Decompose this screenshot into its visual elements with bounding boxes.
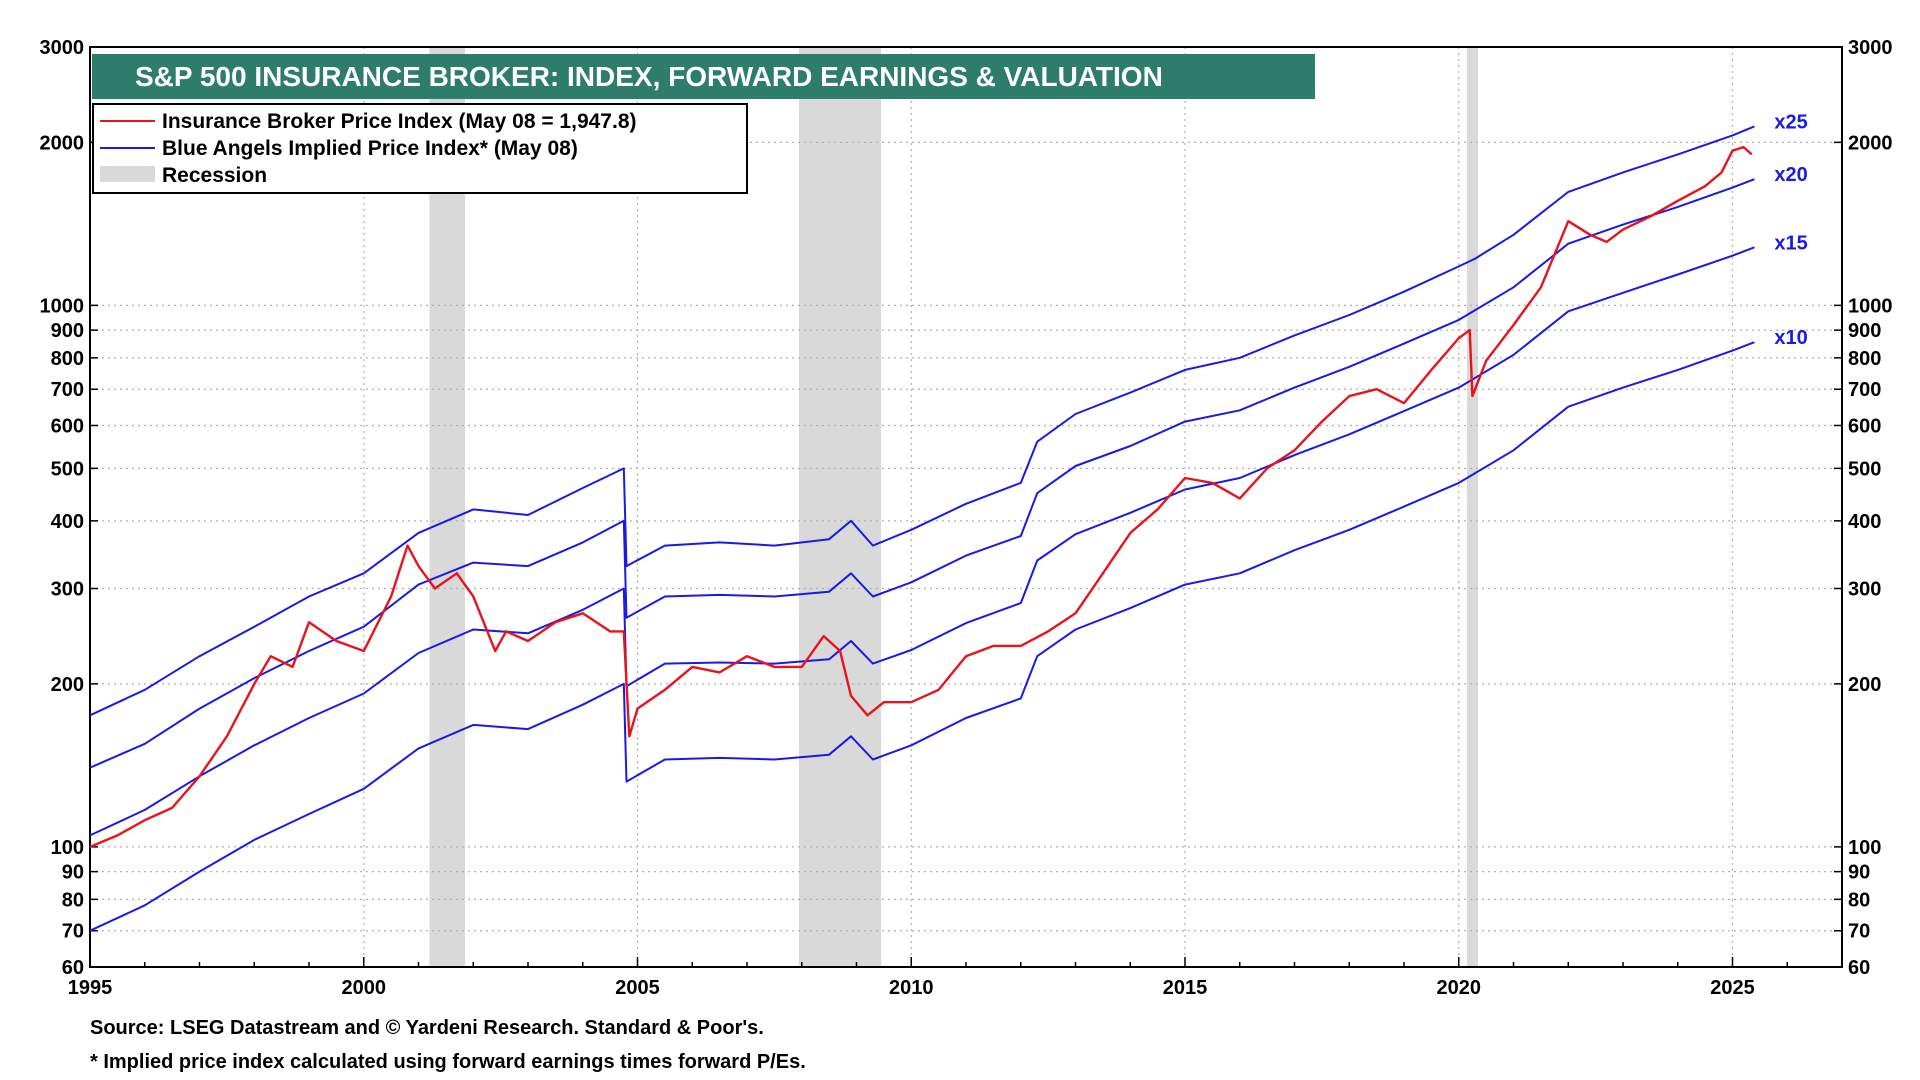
recession-bands — [429, 47, 1478, 967]
recession-band-2 — [1466, 47, 1478, 967]
y-tick-label-right: 90 — [1848, 862, 1870, 884]
y-tick-label-right: 70 — [1848, 921, 1870, 943]
x-tick-label: 2010 — [889, 977, 934, 999]
x-tick-label: 2005 — [615, 977, 660, 999]
y-tick-label-left: 2000 — [40, 132, 85, 154]
y-tick-label-left: 60 — [62, 957, 84, 979]
y-tick-label-right: 300 — [1848, 579, 1881, 601]
legend-label-price: Insurance Broker Price Index (May 08 = 1… — [162, 110, 637, 133]
y-tick-label-left: 70 — [62, 921, 84, 943]
y-axis-right: 60 70 80 90 100 200 300 400 500 600 700 800 900 1000 2… — [1834, 37, 1893, 979]
y-axis-left: 60 70 80 90 100 200 300 400 500 600 700 800 900 1000 2… — [40, 37, 98, 979]
legend-swatch-recession — [100, 166, 155, 182]
x-tick-label: 2025 — [1710, 977, 1755, 999]
legend-box — [92, 103, 748, 194]
chart-title: S&P 500 INSURANCE BROKER: INDEX, FORWARD… — [135, 61, 1163, 92]
y-tick-label-right: 2000 — [1848, 132, 1893, 154]
y-tick-label-left: 700 — [51, 379, 84, 401]
y-tick-label-left: 100 — [51, 837, 84, 859]
y-tick-label-right: 600 — [1848, 415, 1881, 437]
implied-footnote: * Implied price index calculated using f… — [90, 1051, 806, 1073]
y-tick-label-left: 400 — [51, 511, 84, 533]
x-axis: 1995 2000 2005 2010 2015 2020 2025 — [68, 957, 1843, 999]
y-tick-label-left: 900 — [51, 320, 84, 342]
recession-band-1 — [799, 47, 882, 967]
series-line-x20 — [89, 178, 1755, 769]
y-tick-label-left: 500 — [51, 458, 84, 480]
y-tick-label-right: 3000 — [1848, 37, 1893, 59]
y-tick-label-left: 80 — [62, 889, 84, 911]
y-tick-label-left: 800 — [51, 348, 84, 370]
recession-band-0 — [429, 47, 466, 967]
y-tick-label-right: 60 — [1848, 957, 1870, 979]
x-tick-label: 1995 — [68, 977, 113, 999]
multiplier-label-x20: x20 — [1774, 164, 1807, 186]
legend: Insurance Broker Price Index (May 08 = 1… — [92, 103, 748, 194]
title-background — [92, 54, 1315, 99]
multiplier-label-x25: x25 — [1774, 111, 1807, 133]
y-tick-label-left: 90 — [62, 862, 84, 884]
y-tick-label-right: 700 — [1848, 379, 1881, 401]
y-tick-label-right: 1000 — [1848, 295, 1893, 317]
y-tick-label-left: 1000 — [40, 295, 85, 317]
y-tick-label-right: 200 — [1848, 674, 1881, 696]
y-tick-label-right: 400 — [1848, 511, 1881, 533]
legend-label-recession: Recession — [162, 164, 267, 187]
series-lines — [89, 125, 1755, 932]
y-tick-label-right: 900 — [1848, 320, 1881, 342]
y-tick-label-right: 80 — [1848, 889, 1870, 911]
y-tick-label-left: 300 — [51, 579, 84, 601]
x-tick-label: 2000 — [342, 977, 387, 999]
y-tick-label-right: 800 — [1848, 348, 1881, 370]
series-line-insurance-broker-price-index — [89, 145, 1753, 849]
series-line-x10 — [89, 341, 1755, 932]
source-note: Source: LSEG Datastream and © Yardeni Re… — [90, 1017, 764, 1039]
y-tick-label-left: 3000 — [40, 37, 85, 59]
series-line-x15 — [89, 246, 1755, 837]
y-tick-label-right: 500 — [1848, 458, 1881, 480]
multiplier-label-x10: x10 — [1774, 327, 1807, 349]
legend-label-implied: Blue Angels Implied Price Index* (May 08… — [162, 137, 578, 160]
title-bar: S&P 500 INSURANCE BROKER: INDEX, FORWARD… — [92, 54, 1315, 99]
series-line-x25 — [89, 125, 1755, 717]
multiplier-labels: x25 x20 x15 x10 — [1774, 111, 1807, 349]
y-tick-label-left: 600 — [51, 415, 84, 437]
multiplier-label-x15: x15 — [1774, 232, 1807, 254]
y-tick-label-left: 200 — [51, 674, 84, 696]
x-tick-label: 2020 — [1437, 977, 1482, 999]
x-tick-label: 2015 — [1163, 977, 1208, 999]
y-tick-label-right: 100 — [1848, 837, 1881, 859]
